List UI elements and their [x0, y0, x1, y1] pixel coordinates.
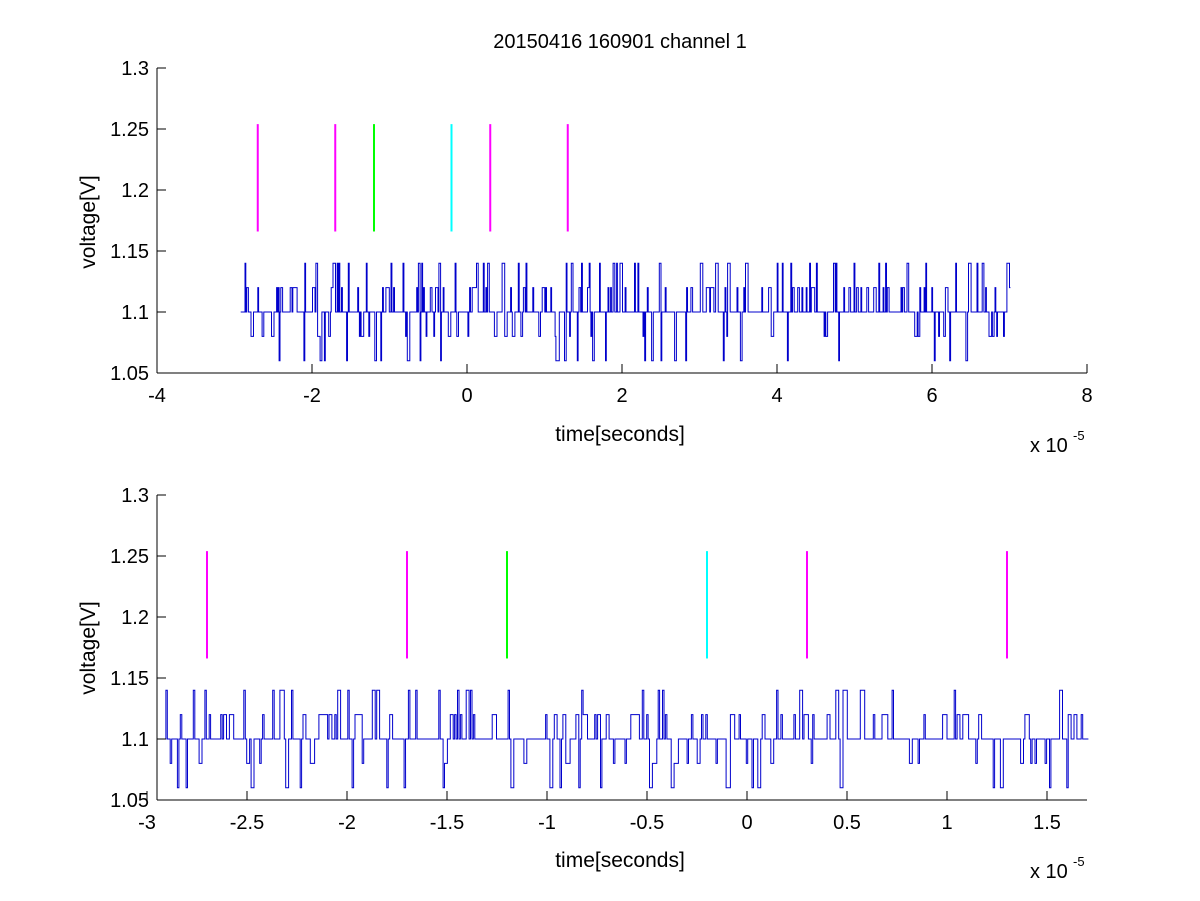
x-tick-label: 2: [616, 385, 627, 407]
top-plot-y-label: voltage[V]: [77, 175, 100, 268]
x-tick-label: 1.5: [1033, 812, 1061, 834]
y-tick-label: 1.1: [121, 302, 149, 324]
y-tick-label: 1.05: [110, 790, 149, 812]
x-tick-label: 8: [1081, 385, 1092, 407]
x-tick-label: -2: [303, 385, 321, 407]
y-tick-label: 1.1: [121, 729, 149, 751]
bottom-plot: -3 -2.5 -2 -1.5 -1 -0.5 0 0.5 1 1.5 1.051.11.151.…: [77, 485, 1089, 883]
y-tick-label: 1.15: [110, 241, 149, 263]
x-tick-label: 4: [771, 385, 782, 407]
y-tick-label: 1.2: [121, 180, 149, 202]
x-tick-label: 0: [741, 812, 752, 834]
voltage-trace: [163, 689, 1089, 789]
bottom-plot-axes: [156, 495, 1087, 801]
bottom-plot-y-ticks: 1.05 1.1 1.15 1.2 1.25 1.3: [110, 485, 166, 812]
x-tick-label: -2: [338, 812, 356, 834]
x-tick-label: 1: [941, 812, 952, 834]
x-tick-label: 0.5: [833, 812, 861, 834]
bottom-plot-signal: [163, 689, 1089, 789]
top-plot-x-label: time[seconds]: [555, 423, 685, 446]
top-plot-x-exponent: -5: [1073, 428, 1085, 443]
figure-title: 20150416 160901 channel 1: [493, 31, 747, 53]
y-tick-label: 1.25: [110, 546, 149, 568]
x-tick-label: -1: [538, 812, 556, 834]
x-tick-label: -3: [138, 812, 156, 834]
x-tick-label: -2.5: [230, 812, 264, 834]
top-plot-markers: [256, 124, 569, 232]
top-plot-y-ticks: 1.05 1.1 1.15 1.2 1.25 1.3: [110, 58, 166, 385]
x-tick-label: -1.5: [430, 812, 464, 834]
x-tick-label: 6: [926, 385, 937, 407]
bottom-plot-x-label: time[seconds]: [555, 849, 685, 872]
top-plot: -4 -2 0 2 4 6 8 1.05 1.1 1.15 1.2 1.25 1.3 time[sec…: [77, 58, 1093, 457]
x-tick-label: 0: [461, 385, 472, 407]
bottom-plot-x-exponent: -5: [1073, 854, 1085, 869]
bottom-plot-x-ticks: -3 -2.5 -2 -1.5 -1 -0.5 0 0.5 1 1.5: [138, 791, 1061, 834]
y-tick-label: 1.2: [121, 607, 149, 629]
top-plot-x-multiplier: x 10: [1030, 435, 1068, 457]
bottom-plot-x-multiplier: x 10: [1030, 861, 1068, 883]
y-tick-label: 1.3: [121, 485, 149, 507]
bottom-plot-markers: [206, 551, 1008, 659]
x-tick-label: -4: [148, 385, 166, 407]
y-tick-label: 1.25: [110, 119, 149, 141]
y-tick-label: 1.3: [121, 58, 149, 80]
top-plot-signal: [240, 262, 1011, 362]
x-tick-label: -0.5: [630, 812, 664, 834]
top-plot-x-ticks: -4 -2 0 2 4 6 8: [148, 364, 1093, 407]
voltage-trace: [240, 262, 1011, 362]
y-tick-label: 1.05: [110, 363, 149, 385]
y-tick-label: 1.15: [110, 668, 149, 690]
bottom-plot-y-label: voltage[V]: [77, 601, 100, 694]
